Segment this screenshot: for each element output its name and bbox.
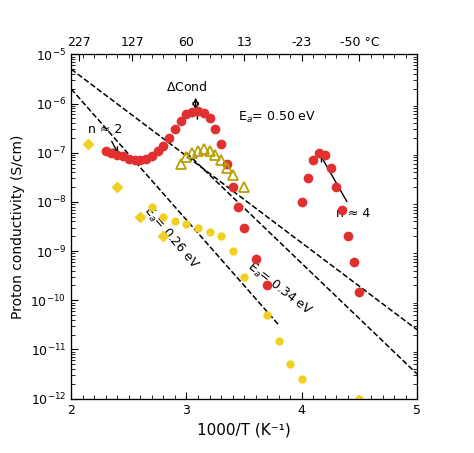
Text: E$_a$= 0.50 eV: E$_a$= 0.50 eV xyxy=(238,110,317,125)
X-axis label: 1000/T (K⁻¹): 1000/T (K⁻¹) xyxy=(197,422,291,437)
Text: n ≈ 2: n ≈ 2 xyxy=(88,123,123,152)
Text: $\Delta$Cond: $\Delta$Cond xyxy=(165,80,207,93)
Text: n ≈ 4: n ≈ 4 xyxy=(321,156,371,220)
Text: E$_a$= 0.34 eV: E$_a$= 0.34 eV xyxy=(244,259,315,319)
Y-axis label: Proton conductivity (S/cm): Proton conductivity (S/cm) xyxy=(11,134,25,319)
Text: E$_a$= 0.26 eV: E$_a$= 0.26 eV xyxy=(140,203,202,272)
